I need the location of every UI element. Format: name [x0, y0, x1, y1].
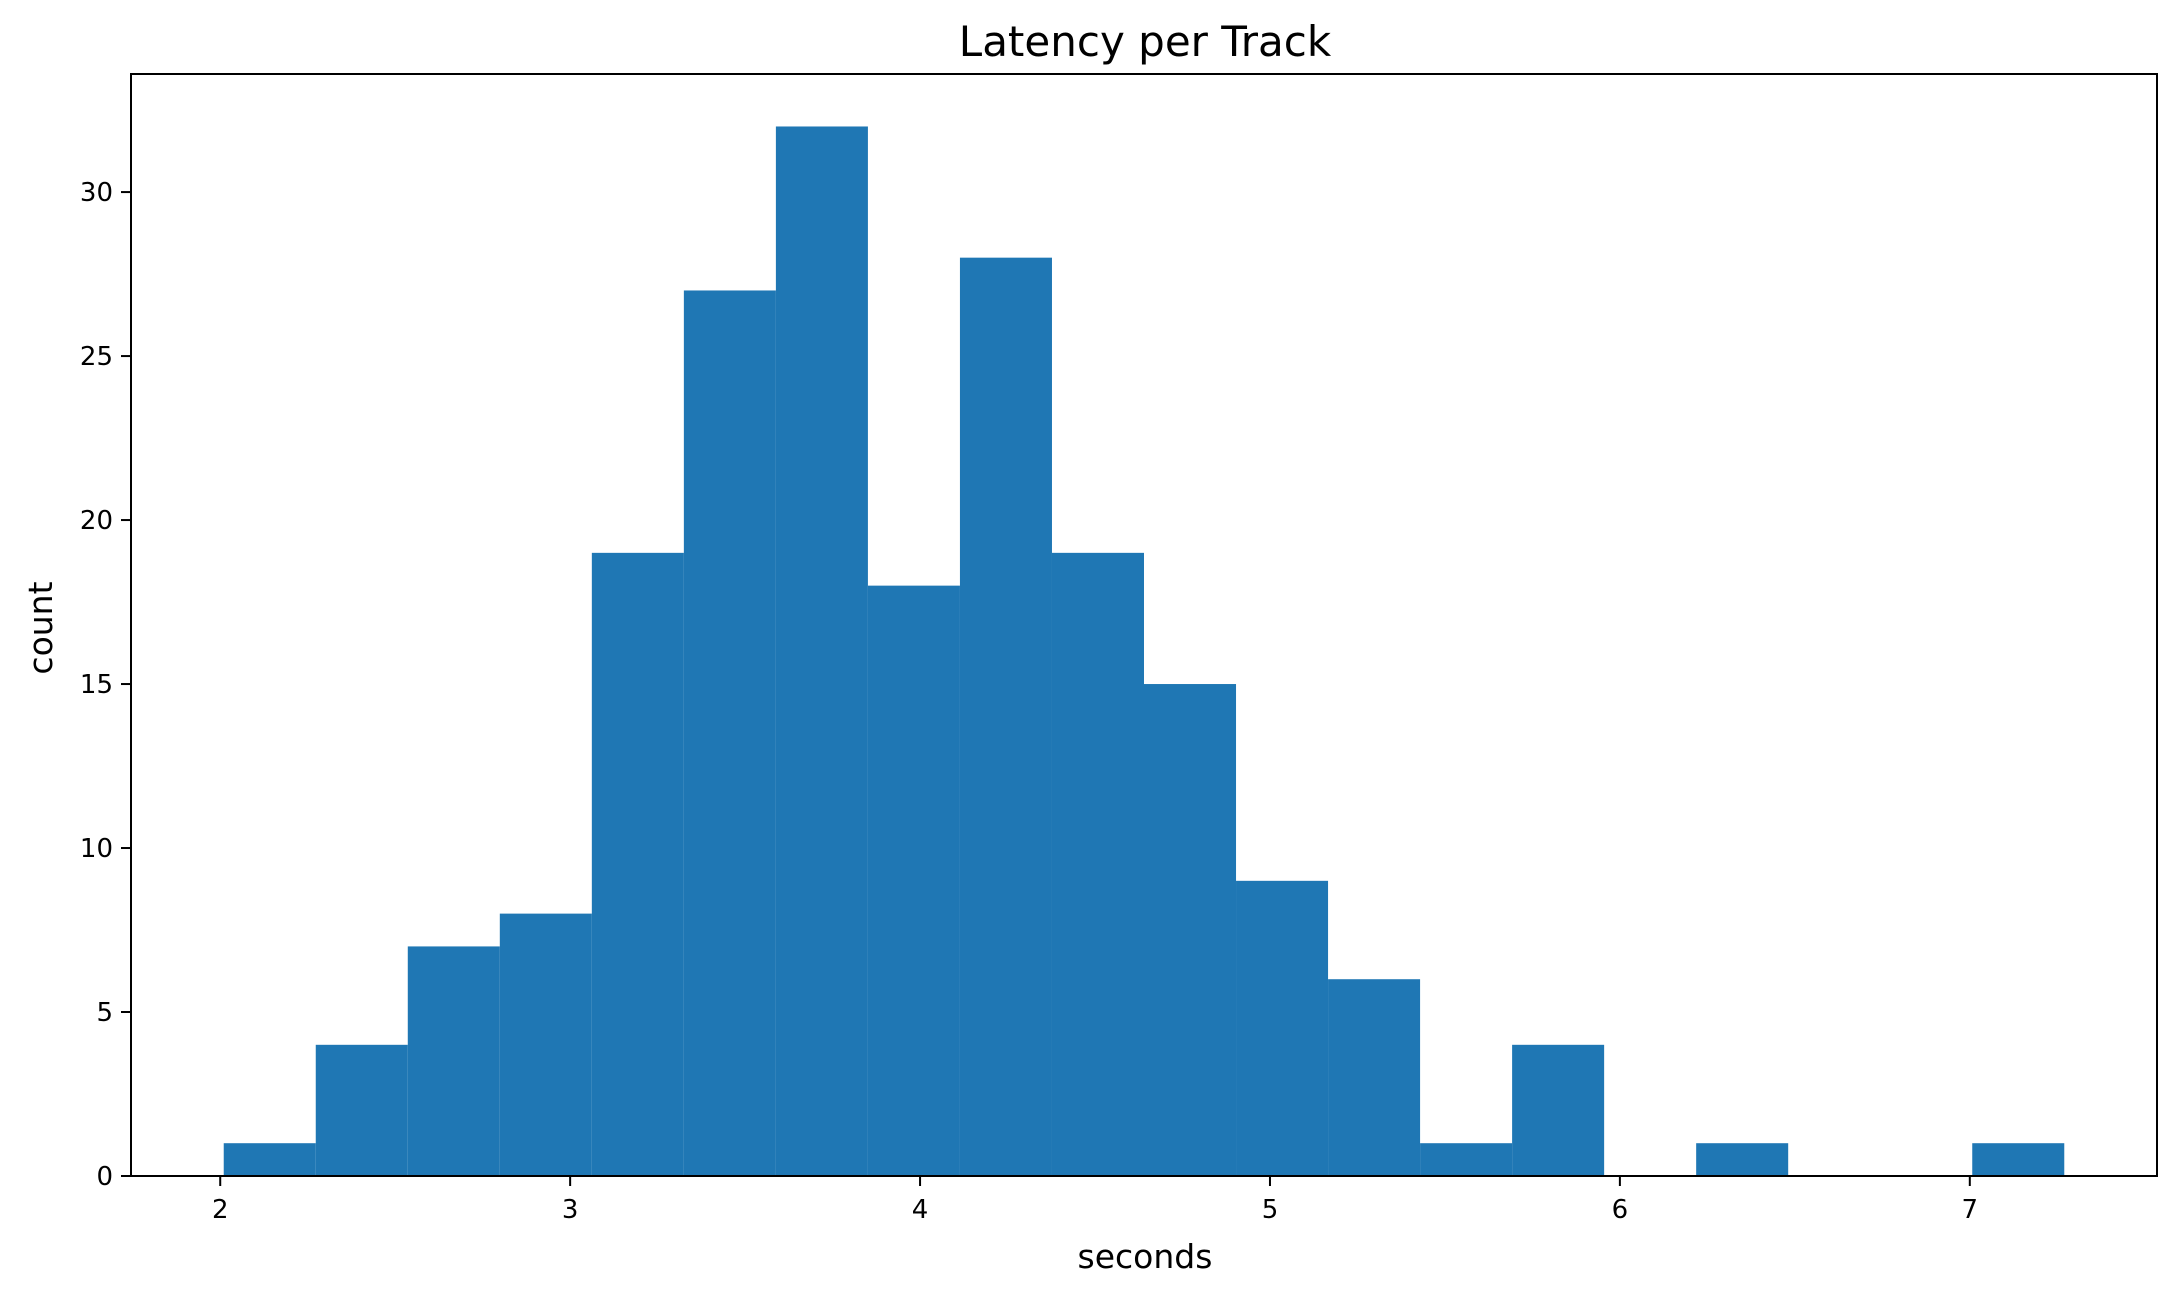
y-tick-label: 5 — [96, 998, 113, 1028]
histogram-bar — [591, 552, 684, 1176]
histogram-bar — [683, 290, 776, 1176]
x-tick-label: 2 — [212, 1195, 229, 1225]
histogram-bar — [407, 946, 500, 1176]
y-tick-label: 30 — [80, 178, 113, 208]
y-tick-label: 10 — [80, 834, 113, 864]
plot-frame — [130, 73, 2158, 1177]
y-axis-label: count — [21, 581, 60, 674]
histogram-bar — [775, 126, 868, 1176]
x-axis-label: seconds — [1078, 1237, 1213, 1276]
x-tick-label: 5 — [1262, 1195, 1279, 1225]
histogram-bar — [867, 585, 960, 1176]
histogram-bar — [1420, 1143, 1513, 1176]
y-tick-label: 20 — [80, 506, 113, 536]
histogram-bar — [1328, 979, 1421, 1176]
histogram-bar — [1972, 1143, 2065, 1176]
histogram-bar — [1696, 1143, 1789, 1176]
histogram-bar — [499, 913, 592, 1176]
x-axis-ticks: 2 3 4 5 6 7 — [212, 1176, 1978, 1225]
histogram-bar — [1051, 552, 1144, 1176]
histogram-bar — [1512, 1044, 1605, 1176]
histogram-bar — [223, 1143, 316, 1176]
x-tick-label: 7 — [1962, 1195, 1979, 1225]
y-tick-label: 25 — [80, 342, 113, 372]
x-tick-label: 6 — [1612, 1195, 1629, 1225]
bars-group — [223, 126, 2065, 1177]
histogram-bar — [1236, 880, 1329, 1176]
y-tick-label: 0 — [96, 1162, 113, 1192]
histogram-bar — [1144, 684, 1237, 1176]
y-tick-label: 15 — [80, 670, 113, 700]
chart-title: Latency per Track — [959, 17, 1332, 66]
histogram-bar — [959, 257, 1052, 1177]
y-axis-ticks: 0 5 10 15 20 25 30 — [80, 178, 131, 1192]
x-tick-label: 3 — [562, 1195, 579, 1225]
histogram-bar — [315, 1044, 408, 1176]
x-tick-label: 4 — [912, 1195, 929, 1225]
